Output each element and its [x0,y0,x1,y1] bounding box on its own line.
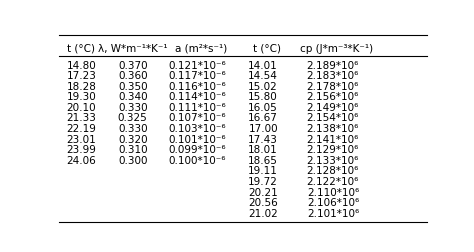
Text: 20.56: 20.56 [248,197,278,207]
Text: 20.10: 20.10 [66,103,96,112]
Text: 19.30: 19.30 [66,92,96,102]
Text: 14.01: 14.01 [248,60,278,70]
Text: 2.149*10⁶: 2.149*10⁶ [307,103,359,112]
Text: 15.80: 15.80 [248,92,278,102]
Text: 2.133*10⁶: 2.133*10⁶ [307,155,359,165]
Text: 0.300: 0.300 [118,155,147,165]
Text: 2.138*10⁶: 2.138*10⁶ [307,123,359,134]
Text: 17.43: 17.43 [248,134,278,144]
Text: 23.01: 23.01 [66,134,96,144]
Text: 0.114*10⁻⁶: 0.114*10⁻⁶ [168,92,226,102]
Text: cp (J*m⁻³*K⁻¹): cp (J*m⁻³*K⁻¹) [300,44,373,54]
Text: 19.11: 19.11 [248,166,278,176]
Text: 0.121*10⁻⁶: 0.121*10⁻⁶ [168,60,226,70]
Text: 0.325: 0.325 [118,113,147,123]
Text: 18.01: 18.01 [248,145,278,155]
Text: 2.154*10⁶: 2.154*10⁶ [307,113,359,123]
Text: 17.00: 17.00 [248,123,278,134]
Text: 0.340: 0.340 [118,92,147,102]
Text: 0.107*10⁻⁶: 0.107*10⁻⁶ [168,113,226,123]
Text: 2.129*10⁶: 2.129*10⁶ [307,145,359,155]
Text: 0.330: 0.330 [118,103,147,112]
Text: 0.310: 0.310 [118,145,147,155]
Text: 16.05: 16.05 [248,103,278,112]
Text: 0.360: 0.360 [118,71,147,81]
Text: 15.02: 15.02 [248,81,278,91]
Text: 17.23: 17.23 [66,71,97,81]
Text: 0.116*10⁻⁶: 0.116*10⁻⁶ [168,81,226,91]
Text: 22.19: 22.19 [66,123,97,134]
Text: 20.21: 20.21 [248,187,278,197]
Text: λ, W*m⁻¹*K⁻¹: λ, W*m⁻¹*K⁻¹ [98,44,167,54]
Text: 24.06: 24.06 [66,155,96,165]
Text: 18.28: 18.28 [66,81,97,91]
Text: 0.117*10⁻⁶: 0.117*10⁻⁶ [168,71,226,81]
Text: 21.02: 21.02 [248,208,278,218]
Text: 19.72: 19.72 [248,176,278,186]
Text: 21.33: 21.33 [66,113,97,123]
Text: 14.80: 14.80 [66,60,96,70]
Text: 2.189*10⁶: 2.189*10⁶ [307,60,359,70]
Text: 0.103*10⁻⁶: 0.103*10⁻⁶ [168,123,226,134]
Text: 2.110*10⁶: 2.110*10⁶ [307,187,359,197]
Text: 0.370: 0.370 [118,60,147,70]
Text: 0.330: 0.330 [118,123,147,134]
Text: 2.183*10⁶: 2.183*10⁶ [307,71,359,81]
Text: 2.178*10⁶: 2.178*10⁶ [307,81,359,91]
Text: 0.101*10⁻⁶: 0.101*10⁻⁶ [168,134,226,144]
Text: 0.100*10⁻⁶: 0.100*10⁻⁶ [168,155,226,165]
Text: 23.99: 23.99 [66,145,97,155]
Text: 2.101*10⁶: 2.101*10⁶ [307,208,359,218]
Text: 2.128*10⁶: 2.128*10⁶ [307,166,359,176]
Text: 2.122*10⁶: 2.122*10⁶ [307,176,359,186]
Text: 2.156*10⁶: 2.156*10⁶ [307,92,359,102]
Text: t (°C): t (°C) [253,44,281,54]
Text: 0.350: 0.350 [118,81,147,91]
Text: 0.099*10⁻⁶: 0.099*10⁻⁶ [168,145,226,155]
Text: 0.320: 0.320 [118,134,147,144]
Text: 2.106*10⁶: 2.106*10⁶ [307,197,359,207]
Text: 2.141*10⁶: 2.141*10⁶ [307,134,359,144]
Text: a (m²*s⁻¹): a (m²*s⁻¹) [174,44,227,54]
Text: 16.67: 16.67 [248,113,278,123]
Text: 0.111*10⁻⁶: 0.111*10⁻⁶ [168,103,226,112]
Text: t (°C): t (°C) [66,44,95,54]
Text: 18.65: 18.65 [248,155,278,165]
Text: 14.54: 14.54 [248,71,278,81]
